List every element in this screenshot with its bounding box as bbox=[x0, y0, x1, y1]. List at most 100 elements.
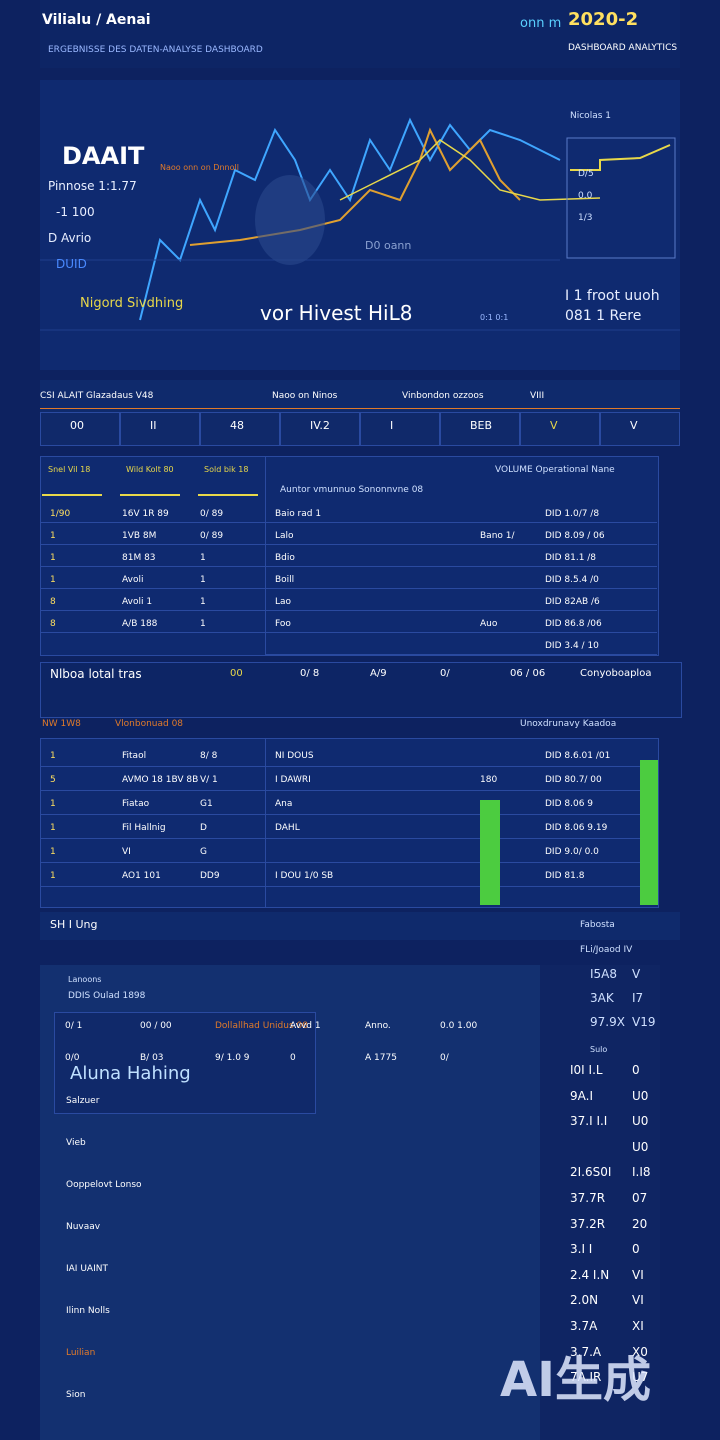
label: V bbox=[632, 967, 641, 981]
hero-tagline: Nigord Sivdhing bbox=[80, 296, 184, 311]
label: 1VB 8M bbox=[122, 531, 157, 541]
label: VI bbox=[632, 1267, 644, 1282]
label: DID 8.06 9.19 bbox=[545, 823, 608, 833]
label: V bbox=[630, 419, 638, 432]
label: Avoli bbox=[122, 575, 144, 585]
label: B/ 03 bbox=[140, 1053, 164, 1063]
label: Ilinn Nolls bbox=[66, 1306, 110, 1316]
label: U0 bbox=[632, 1088, 649, 1103]
label: Pinnose 1:1.77 bbox=[48, 179, 137, 193]
row-line bbox=[40, 886, 265, 887]
label: 1 bbox=[50, 871, 56, 881]
label: VIII bbox=[530, 391, 545, 401]
toolbar-cell bbox=[120, 412, 200, 446]
label: Dollallhad Unidus 08 bbox=[215, 1021, 308, 1031]
label: Lanoons bbox=[68, 975, 102, 984]
label: Bano 1/ bbox=[480, 531, 515, 541]
label: 1 bbox=[50, 751, 56, 761]
label: BEB bbox=[470, 419, 493, 432]
label: 9/ 1.0 9 bbox=[215, 1053, 250, 1063]
label: I.I8 bbox=[632, 1165, 651, 1180]
label: X0 bbox=[632, 1344, 648, 1359]
label: D bbox=[200, 823, 207, 833]
label: 3.7.A bbox=[570, 1344, 602, 1359]
label: XI bbox=[632, 1319, 644, 1333]
label: Avvd 1 bbox=[290, 1021, 321, 1031]
row-line bbox=[40, 566, 265, 567]
toolbar-cell bbox=[360, 412, 440, 446]
label: IAI UAINT bbox=[66, 1264, 108, 1274]
label: Ana bbox=[275, 799, 293, 809]
row-line bbox=[40, 610, 265, 611]
green-bar bbox=[480, 800, 500, 905]
label: 81M 83 bbox=[122, 553, 156, 563]
label: Avoli 1 bbox=[122, 597, 153, 607]
label: VOLUME Operational Nane bbox=[495, 465, 615, 475]
label: Bdio bbox=[275, 553, 295, 563]
label: 0/0 bbox=[65, 1053, 80, 1063]
row-line bbox=[265, 790, 657, 791]
label: DASHBOARD ANALYTICS bbox=[568, 43, 678, 53]
label: 1 bbox=[200, 553, 206, 563]
header-underline bbox=[42, 494, 102, 496]
label: DDIS Oulad 1898 bbox=[68, 991, 146, 1001]
label: Unoxdrunavy Kaadoa bbox=[520, 719, 617, 729]
label: DID 8.06 9 bbox=[545, 799, 594, 809]
label: I DAWRI bbox=[275, 775, 311, 785]
label: Fitaol bbox=[122, 751, 147, 761]
toolbar-cell bbox=[520, 412, 600, 446]
row-line bbox=[265, 588, 657, 589]
tagline: ERGEBNISSE DES DATEN-ANALYSE DASHBOARD bbox=[48, 45, 263, 55]
header-underline bbox=[120, 494, 180, 496]
big-text: Aluna Hahing bbox=[70, 1063, 191, 1084]
label: 00 bbox=[230, 668, 243, 679]
label: 37.7R bbox=[570, 1191, 606, 1205]
row-line bbox=[265, 566, 657, 567]
label: DID 8.5.4 /0 bbox=[545, 575, 599, 585]
toolbar-cell bbox=[600, 412, 680, 446]
label: Fil Hallnig bbox=[122, 823, 166, 833]
label: 1/3 bbox=[578, 213, 593, 223]
label: Fiatao bbox=[122, 799, 150, 809]
label: A 1775 bbox=[365, 1053, 397, 1063]
label: I DOU 1/0 SB bbox=[275, 871, 334, 881]
label: DID 81.8 bbox=[545, 871, 585, 881]
hero-center: vor Hivest HiL8 bbox=[260, 301, 413, 325]
label: 0.0 bbox=[578, 191, 593, 201]
label: U7 bbox=[632, 1370, 649, 1385]
label: 9A.I bbox=[570, 1088, 593, 1103]
logo: Vilialu / Aenai bbox=[42, 12, 151, 28]
label: FLi/Joaod IV bbox=[580, 945, 633, 955]
label: 8/ 8 bbox=[200, 751, 218, 761]
label: Auo bbox=[480, 619, 498, 629]
label: 16V 1R 89 bbox=[122, 509, 169, 519]
label: VI bbox=[122, 847, 131, 857]
table-left bbox=[40, 456, 267, 656]
label: IV.2 bbox=[310, 419, 330, 432]
label: 0 bbox=[290, 1053, 296, 1063]
toolbar-divider bbox=[40, 408, 680, 409]
label: 8 bbox=[50, 619, 56, 629]
label: I5A8 bbox=[590, 967, 618, 981]
header-underline bbox=[198, 494, 258, 496]
label: 3AK bbox=[590, 991, 614, 1005]
label: V bbox=[550, 419, 558, 432]
label: CSI ALAIT Glazadaus V48 bbox=[40, 391, 154, 401]
label: 37.2R bbox=[570, 1216, 606, 1231]
watermark: AI生成 bbox=[500, 1352, 652, 1408]
label: 1 bbox=[200, 597, 206, 607]
label: DID 8.09 / 06 bbox=[545, 531, 605, 541]
section-bar bbox=[40, 662, 682, 718]
label: 1 bbox=[50, 575, 56, 585]
label: 0/ 89 bbox=[200, 509, 224, 519]
label: I0I I.L bbox=[570, 1063, 603, 1077]
row-line bbox=[40, 790, 265, 791]
toolbar-cell bbox=[280, 412, 360, 446]
label: Vlonbonuad 08 bbox=[115, 719, 184, 729]
bottom-bar bbox=[40, 912, 680, 940]
label: I bbox=[390, 419, 394, 432]
label: Naoo onn on Dnnoll bbox=[160, 163, 239, 172]
right-column bbox=[540, 965, 660, 1440]
label: Luilian bbox=[66, 1348, 96, 1358]
